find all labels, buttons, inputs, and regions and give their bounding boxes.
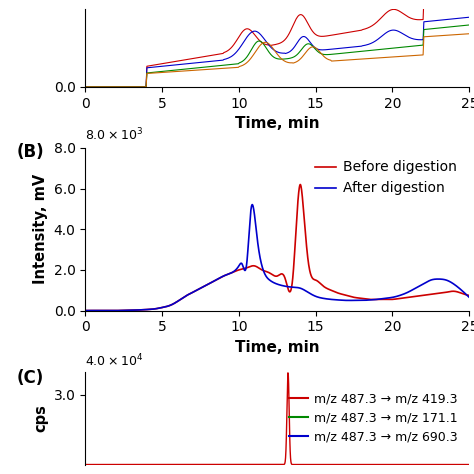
X-axis label: Time, min: Time, min bbox=[235, 116, 319, 131]
Before digestion bbox=[455, 289, 461, 295]
After digestion bbox=[249, 202, 255, 208]
Before digestion bbox=[259, 267, 264, 273]
Before digestion bbox=[102, 308, 108, 313]
Text: $8.0 \times 10^3$: $8.0 \times 10^3$ bbox=[85, 127, 144, 143]
After digestion bbox=[102, 308, 108, 313]
After digestion bbox=[385, 295, 391, 301]
Line: After digestion: After digestion bbox=[85, 205, 469, 310]
After digestion bbox=[269, 279, 275, 285]
Y-axis label: cps: cps bbox=[33, 404, 48, 432]
Text: $4.0 \times 10^4$: $4.0 \times 10^4$ bbox=[85, 352, 144, 369]
Before digestion bbox=[466, 292, 472, 298]
Before digestion bbox=[297, 182, 303, 187]
After digestion bbox=[455, 284, 461, 290]
Before digestion bbox=[456, 289, 461, 295]
After digestion bbox=[259, 264, 265, 269]
After digestion bbox=[456, 284, 461, 290]
X-axis label: Time, min: Time, min bbox=[235, 340, 319, 355]
Before digestion bbox=[385, 297, 391, 302]
Line: Before digestion: Before digestion bbox=[85, 184, 469, 310]
Legend: m/z 487.3 → m/z 419.3, m/z 487.3 → m/z 171.1, m/z 487.3 → m/z 690.3: m/z 487.3 → m/z 419.3, m/z 487.3 → m/z 1… bbox=[284, 387, 463, 449]
After digestion bbox=[466, 294, 472, 300]
Legend: Before digestion, After digestion: Before digestion, After digestion bbox=[310, 155, 462, 201]
After digestion bbox=[82, 308, 88, 313]
Before digestion bbox=[82, 308, 88, 313]
Before digestion bbox=[269, 272, 275, 277]
Y-axis label: Intensity, mV: Intensity, mV bbox=[33, 174, 48, 284]
Text: (C): (C) bbox=[16, 369, 44, 387]
Text: (B): (B) bbox=[16, 143, 44, 161]
